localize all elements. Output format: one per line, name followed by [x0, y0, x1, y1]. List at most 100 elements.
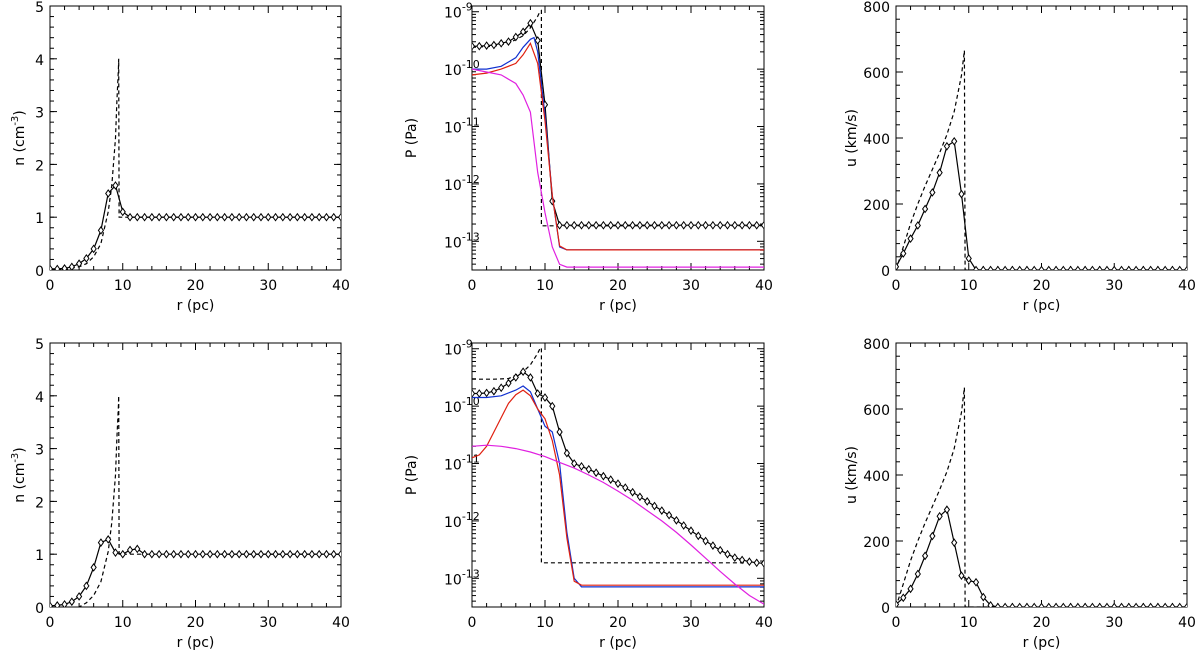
data-point-simulation [330, 212, 337, 222]
data-point-total [563, 220, 571, 230]
x-tick-label: 0 [892, 615, 901, 631]
data-point-simulation [1140, 265, 1147, 270]
data-point-simulation [1016, 602, 1023, 607]
data-point-simulation [921, 551, 929, 561]
panel-P_bottom: 0 10 20 30 40 10-13 10-12 10-11 10-10 10-9 r (pc) P… [404, 338, 773, 651]
data-point-simulation [272, 549, 279, 559]
data-point-total [563, 448, 571, 458]
data-point-simulation [221, 212, 228, 222]
data-point-simulation [54, 264, 61, 270]
x-tick-label: 40 [755, 278, 773, 294]
data-point-simulation [1096, 265, 1103, 270]
y-tick-label: 10-9 [444, 338, 473, 359]
x-axis-label: r (pc) [177, 298, 215, 314]
data-point-simulation [243, 212, 250, 222]
data-point-simulation [1038, 265, 1045, 270]
y-axis-label: n (cm-3) [10, 447, 28, 503]
data-point-simulation [112, 548, 119, 557]
data-point-simulation [987, 600, 994, 607]
data-point-simulation [1045, 602, 1052, 607]
data-point-simulation [279, 549, 286, 559]
data-point-simulation [1031, 265, 1038, 270]
data-point-total [680, 521, 687, 530]
data-point-simulation [1031, 602, 1038, 607]
data-point-simulation [50, 264, 54, 270]
data-point-simulation [214, 212, 221, 222]
data-point-simulation [141, 212, 148, 222]
data-point-simulation [1009, 265, 1016, 270]
data-point-simulation [987, 265, 994, 270]
y-tick-exponent: -10 [462, 58, 480, 71]
plot-frame [49, 5, 342, 271]
data-point-simulation [337, 549, 341, 559]
data-point-simulation [126, 545, 134, 555]
panel-n_top: 0 10 20 30 40 0 1 2 3 4 5 r (pc) n (cm-3) [10, 0, 350, 314]
data-point-simulation [119, 207, 126, 217]
data-point-total [717, 545, 724, 555]
data-point-simulation [1052, 265, 1060, 270]
data-point-simulation [265, 549, 272, 559]
data-point-simulation [272, 212, 279, 222]
data-point-simulation [1082, 602, 1089, 607]
data-point-simulation [221, 549, 228, 559]
data-point-simulation [1067, 602, 1074, 607]
x-tick-label: 20 [187, 278, 205, 294]
data-point-total [527, 373, 534, 382]
x-tick-label: 0 [468, 615, 477, 631]
panel-n_bottom: 0 10 20 30 40 0 1 2 3 4 5 r (pc) n (cm-3) [10, 337, 350, 651]
data-point-simulation [1147, 265, 1154, 270]
data-point-total [665, 220, 673, 230]
data-point-total [571, 220, 578, 230]
data-point-simulation [301, 549, 308, 559]
data-point-simulation [994, 265, 1001, 270]
data-point-simulation [257, 549, 265, 559]
data-point-simulation [279, 212, 286, 222]
plot-area [50, 58, 341, 270]
data-point-total [600, 220, 607, 230]
data-point-simulation [156, 549, 163, 559]
data-point-total [614, 479, 622, 488]
data-point-total [476, 41, 483, 51]
data-point-simulation [308, 212, 316, 222]
y-tick-label: 1 [35, 548, 44, 564]
data-point-simulation [68, 597, 75, 607]
data-point-simulation [1060, 602, 1067, 607]
data-point-simulation [83, 254, 90, 263]
data-point-total [731, 220, 738, 230]
data-point-total [629, 220, 636, 230]
data-point-total [483, 41, 490, 50]
data-point-simulation [929, 188, 936, 197]
plot-area [472, 346, 764, 605]
x-tick-label: 20 [187, 615, 205, 631]
data-point-total [636, 492, 644, 502]
data-point-simulation [228, 212, 235, 222]
x-tick-label: 10 [960, 278, 978, 294]
data-point-total [629, 487, 636, 497]
data-point-total [519, 27, 527, 37]
data-point-simulation [1140, 602, 1147, 607]
y-tick-label: 4 [35, 390, 44, 406]
data-point-simulation [1074, 602, 1081, 607]
data-point-total [695, 220, 702, 230]
data-point-simulation [1002, 265, 1009, 270]
data-point-total [724, 220, 731, 230]
x-tick-label: 0 [46, 278, 55, 294]
x-tick-label: 10 [114, 615, 132, 631]
y-tick-label: 800 [863, 337, 890, 353]
data-point-simulation [1103, 265, 1111, 270]
y-tick-label: 200 [863, 198, 890, 214]
data-point-simulation [1111, 602, 1118, 607]
data-point-total [746, 557, 753, 567]
data-point-total [490, 40, 498, 50]
data-point-total [534, 389, 541, 398]
plot-frame [895, 5, 1188, 271]
y-tick-label: 0 [35, 264, 44, 280]
data-point-total [753, 220, 760, 230]
data-point-simulation [1132, 265, 1140, 270]
x-tick-label: 0 [892, 278, 901, 294]
data-point-total [472, 41, 476, 51]
data-point-simulation [177, 549, 185, 559]
data-point-simulation [90, 563, 97, 572]
